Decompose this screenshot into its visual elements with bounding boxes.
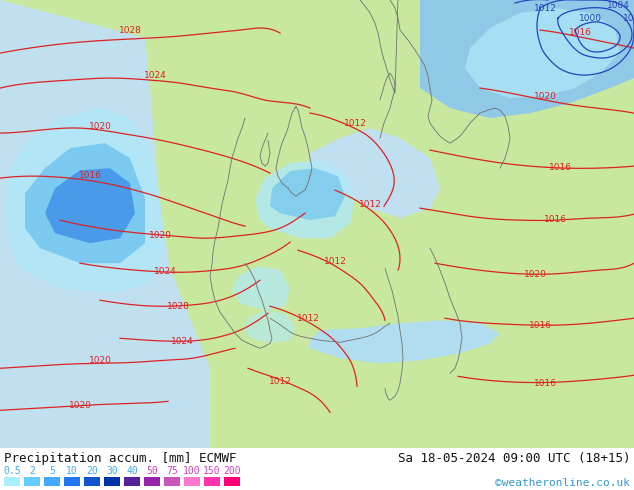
Text: 1024: 1024: [171, 337, 193, 346]
Text: 1012: 1012: [269, 377, 292, 386]
Text: 30: 30: [106, 466, 118, 476]
Bar: [24, 477, 40, 486]
Text: 1020: 1020: [148, 231, 171, 240]
Bar: [224, 477, 240, 486]
Text: 1020: 1020: [89, 356, 112, 365]
Text: Sa 18-05-2024 09:00 UTC (18+15): Sa 18-05-2024 09:00 UTC (18+15): [398, 452, 630, 466]
Text: 1004: 1004: [607, 0, 630, 9]
Text: 1012: 1012: [323, 257, 346, 266]
Text: 1016: 1016: [533, 379, 557, 388]
Text: 1012: 1012: [534, 3, 557, 13]
Bar: [64, 477, 80, 486]
Bar: [44, 477, 60, 486]
Bar: [184, 477, 200, 486]
Polygon shape: [45, 168, 135, 243]
Polygon shape: [255, 160, 355, 238]
Polygon shape: [270, 168, 345, 220]
Polygon shape: [25, 143, 145, 263]
Text: 1024: 1024: [144, 71, 166, 79]
Bar: [84, 477, 100, 486]
Text: 100: 100: [183, 466, 201, 476]
Text: 1012: 1012: [359, 199, 382, 209]
Bar: [144, 477, 160, 486]
Bar: [124, 477, 140, 486]
Text: 75: 75: [166, 466, 178, 476]
Bar: [204, 477, 220, 486]
Text: 40: 40: [126, 466, 138, 476]
Text: 1020: 1020: [68, 401, 91, 410]
Text: 1016: 1016: [548, 163, 571, 172]
Text: 2: 2: [29, 466, 35, 476]
Polygon shape: [0, 0, 210, 448]
Text: 1028: 1028: [119, 25, 141, 34]
Text: 1020: 1020: [534, 92, 557, 100]
Text: 150: 150: [203, 466, 221, 476]
Text: 0.5: 0.5: [3, 466, 21, 476]
Text: 1000: 1000: [578, 14, 602, 23]
Text: 50: 50: [146, 466, 158, 476]
Text: 10: 10: [66, 466, 78, 476]
Text: ©weatheronline.co.uk: ©weatheronline.co.uk: [495, 478, 630, 488]
Text: 1012: 1012: [297, 314, 320, 323]
Text: 5: 5: [49, 466, 55, 476]
Polygon shape: [232, 266, 290, 310]
Bar: [4, 477, 20, 486]
Polygon shape: [310, 128, 440, 218]
Text: 200: 200: [223, 466, 241, 476]
Text: 1012: 1012: [344, 119, 366, 127]
Text: 1016: 1016: [79, 171, 101, 180]
Text: 1020: 1020: [524, 270, 547, 279]
Text: 1028: 1028: [167, 302, 190, 311]
Text: 1016: 1016: [529, 321, 552, 330]
Polygon shape: [420, 0, 634, 118]
Polygon shape: [5, 108, 165, 293]
Polygon shape: [244, 310, 295, 343]
Text: 1008: 1008: [623, 14, 634, 23]
Bar: [164, 477, 180, 486]
Polygon shape: [465, 8, 620, 98]
Text: 20: 20: [86, 466, 98, 476]
Text: Precipitation accum. [mm] ECMWF: Precipitation accum. [mm] ECMWF: [4, 452, 236, 466]
Text: 1020: 1020: [89, 122, 112, 131]
Text: 1016: 1016: [569, 27, 592, 37]
Bar: [104, 477, 120, 486]
Text: 1016: 1016: [543, 215, 567, 223]
Polygon shape: [310, 320, 500, 363]
Text: 1024: 1024: [153, 267, 176, 276]
